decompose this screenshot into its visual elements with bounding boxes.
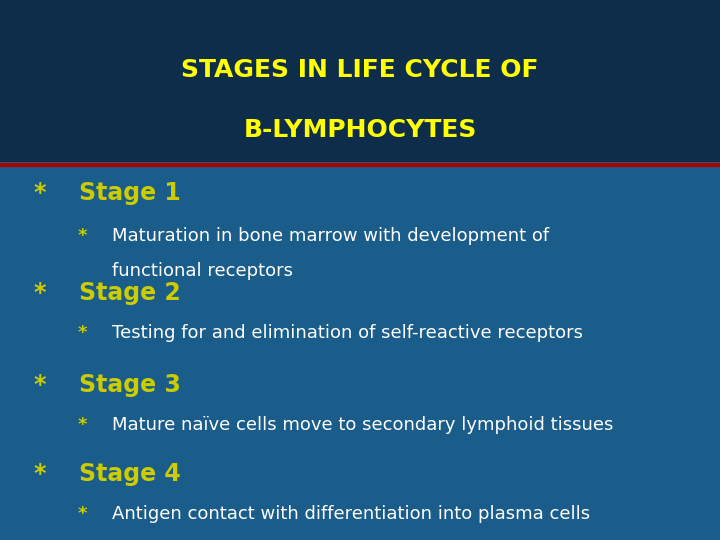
- Text: Testing for and elimination of self-reactive receptors: Testing for and elimination of self-reac…: [112, 324, 582, 342]
- Text: *: *: [78, 227, 88, 245]
- Text: functional receptors: functional receptors: [112, 262, 292, 280]
- FancyBboxPatch shape: [0, 0, 720, 162]
- Text: Maturation in bone marrow with development of: Maturation in bone marrow with developme…: [112, 227, 549, 245]
- Text: *: *: [33, 281, 46, 305]
- Text: Antigen contact with differentiation into plasma cells: Antigen contact with differentiation int…: [112, 505, 590, 523]
- Text: Stage 2: Stage 2: [79, 281, 181, 305]
- Text: *: *: [78, 416, 88, 434]
- Text: STAGES IN LIFE CYCLE OF: STAGES IN LIFE CYCLE OF: [181, 58, 539, 82]
- Text: Stage 4: Stage 4: [79, 462, 181, 485]
- Text: Mature naïve cells move to secondary lymphoid tissues: Mature naïve cells move to secondary lym…: [112, 416, 613, 434]
- Text: Stage 3: Stage 3: [79, 373, 181, 396]
- Text: Stage 1: Stage 1: [79, 181, 181, 205]
- Text: *: *: [78, 324, 88, 342]
- Text: *: *: [33, 373, 46, 396]
- Text: *: *: [78, 505, 88, 523]
- Text: *: *: [33, 462, 46, 485]
- Text: *: *: [33, 181, 46, 205]
- Text: B-LYMPHOCYTES: B-LYMPHOCYTES: [243, 118, 477, 141]
